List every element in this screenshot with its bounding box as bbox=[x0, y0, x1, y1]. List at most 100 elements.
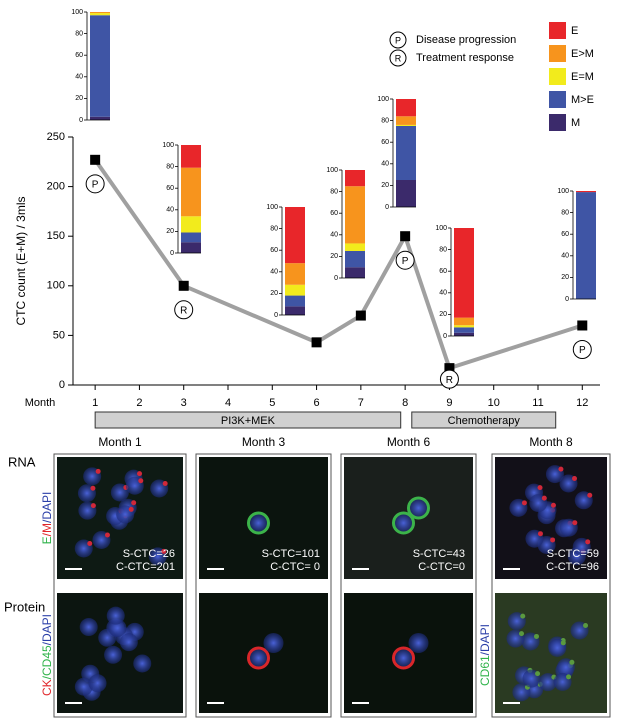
x-tick-label: 6 bbox=[314, 397, 320, 409]
inset-tick-label: 0 bbox=[334, 275, 338, 282]
column-title: Month 1 bbox=[98, 435, 142, 449]
cell-signal bbox=[162, 480, 168, 486]
inset-tick-label: 80 bbox=[270, 225, 278, 232]
stacked-segment bbox=[454, 325, 474, 328]
inset-tick-label: 40 bbox=[270, 269, 278, 276]
inset-tick-label: 100 bbox=[377, 96, 389, 103]
inset-tick-label: 60 bbox=[75, 52, 83, 59]
inset-tick-label: 100 bbox=[435, 225, 447, 232]
cell bbox=[79, 618, 98, 637]
stacked-segment bbox=[90, 116, 110, 120]
cell-signal bbox=[161, 548, 167, 554]
panel-frame bbox=[340, 453, 477, 718]
inset-tick-label: 80 bbox=[166, 163, 174, 170]
x-axis-label: Month bbox=[25, 397, 56, 409]
stacked-segment bbox=[90, 13, 110, 16]
cell-signal bbox=[90, 485, 96, 491]
cell bbox=[247, 646, 270, 670]
y-tick-label: 200 bbox=[47, 181, 65, 193]
annotation-label: P bbox=[579, 345, 586, 356]
stacked-segment bbox=[90, 15, 110, 117]
y-tick-label: 250 bbox=[47, 131, 65, 143]
stacked-segment bbox=[576, 191, 596, 193]
stacked-segment bbox=[396, 124, 416, 126]
point bbox=[178, 280, 189, 291]
inset-tick-label: 80 bbox=[381, 117, 389, 124]
stacked-segment bbox=[396, 180, 416, 207]
legend-symbol-circle bbox=[389, 31, 407, 49]
inset-tick-label: 0 bbox=[79, 117, 83, 124]
legend-swatch bbox=[549, 114, 566, 131]
stacked-segment bbox=[285, 295, 305, 307]
stacked-segment bbox=[285, 207, 305, 264]
stacked-segment bbox=[181, 145, 201, 168]
stain-part: CD61 bbox=[478, 655, 492, 686]
stacked-segment bbox=[396, 126, 416, 180]
inset-tick-label: 100 bbox=[326, 167, 338, 174]
legend-label: Disease progression bbox=[416, 34, 516, 46]
column-title: Month 6 bbox=[387, 435, 431, 449]
annotation-label: R bbox=[446, 375, 453, 386]
cell bbox=[106, 606, 125, 625]
cell bbox=[247, 511, 270, 535]
stacked-segment bbox=[181, 167, 201, 217]
inset-tick-label: 0 bbox=[565, 296, 569, 303]
annotation-circle bbox=[395, 250, 415, 270]
point bbox=[444, 363, 455, 374]
stain-part: /M bbox=[40, 523, 54, 536]
cell-signal bbox=[537, 485, 543, 491]
x-tick-label: 11 bbox=[532, 397, 543, 409]
y-tick-label: 50 bbox=[53, 329, 65, 341]
legend-label: E bbox=[571, 25, 578, 37]
stacked-segment bbox=[454, 228, 474, 318]
inset-tick-label: 60 bbox=[561, 231, 569, 238]
inset-tick-label: 60 bbox=[270, 247, 278, 254]
ctc-count: S-CTC=101 bbox=[262, 548, 320, 560]
stacked-segment bbox=[345, 186, 365, 244]
y-tick-label: 100 bbox=[47, 280, 65, 292]
cell bbox=[74, 677, 93, 696]
stacked-segment bbox=[181, 242, 201, 253]
inset-tick-label: 20 bbox=[381, 182, 389, 189]
inset-tick-label: 80 bbox=[439, 246, 447, 253]
treatment-label: PI3K+MEK bbox=[221, 415, 276, 427]
row-label: RNA bbox=[8, 454, 36, 469]
stacked-segment bbox=[345, 170, 365, 187]
cell bbox=[392, 646, 415, 670]
cell-signal bbox=[137, 471, 143, 477]
x-tick-label: 4 bbox=[225, 397, 231, 409]
stain-label: CD61/DAPI bbox=[478, 624, 492, 686]
annotation-circle bbox=[439, 369, 459, 389]
inset-tick-label: 20 bbox=[330, 253, 338, 260]
cell-signal bbox=[95, 468, 101, 474]
cell bbox=[392, 511, 415, 535]
stacked-segment bbox=[345, 267, 365, 278]
annotation-circle bbox=[85, 174, 105, 194]
point bbox=[577, 320, 588, 331]
inset-tick-label: 20 bbox=[270, 290, 278, 297]
stain-part: /DAPI bbox=[40, 614, 54, 645]
cell-signal bbox=[104, 532, 110, 538]
stain-part: /CD45 bbox=[40, 645, 54, 679]
x-tick-label: 8 bbox=[402, 397, 408, 409]
ctc-count: C-CTC= 0 bbox=[270, 561, 320, 573]
inset-tick-label: 40 bbox=[330, 232, 338, 239]
cell-signal bbox=[550, 537, 556, 543]
annotation-label: R bbox=[180, 305, 187, 316]
inset-tick-label: 100 bbox=[266, 204, 278, 211]
cell bbox=[407, 496, 430, 520]
stacked-segment bbox=[396, 116, 416, 125]
stain-part: /DAPI bbox=[478, 624, 492, 655]
ctc-count: C-CTC=201 bbox=[116, 561, 175, 573]
annotation-circle bbox=[572, 339, 592, 359]
inset-tick-label: 80 bbox=[330, 188, 338, 195]
point bbox=[311, 337, 322, 348]
inset-tick-label: 20 bbox=[75, 95, 83, 102]
stain-label: E/M/DAPI bbox=[40, 492, 54, 545]
stacked-segment bbox=[396, 99, 416, 117]
cell bbox=[133, 654, 152, 673]
panel-frame bbox=[491, 453, 611, 718]
inset-tick-label: 60 bbox=[330, 210, 338, 217]
y-tick-label: 150 bbox=[47, 230, 65, 242]
legend-swatch bbox=[549, 91, 566, 108]
